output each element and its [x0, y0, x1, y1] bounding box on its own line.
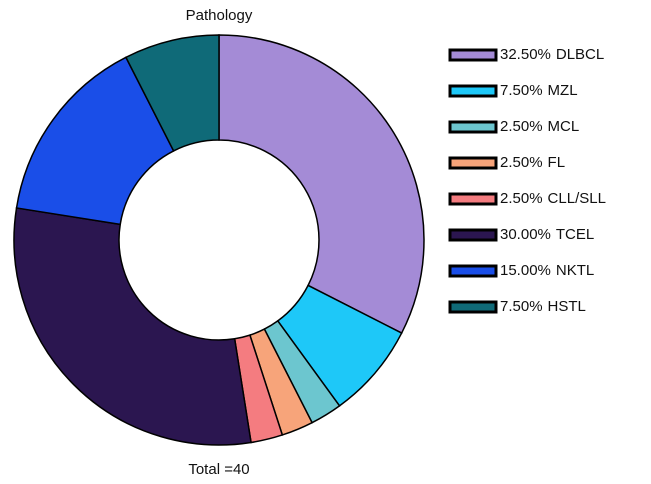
donut-slice: [13, 207, 252, 446]
donut-slice: [218, 34, 425, 335]
legend-value: 32.50%: [500, 46, 551, 63]
legend-value: 7.50%: [500, 298, 543, 315]
legend-label: 30.00% TCEL: [500, 226, 594, 243]
legend-swatch: [448, 120, 498, 134]
donut-slice: [124, 34, 220, 152]
chart-title: Pathology: [186, 7, 253, 24]
legend-swatch: [448, 300, 498, 314]
legend-label: 7.50% MZL: [500, 82, 578, 99]
legend-label: 15.00% NKTL: [500, 262, 594, 279]
legend-name: CLL/SLL: [548, 190, 606, 207]
legend-swatch: [448, 48, 498, 62]
legend-swatch: [448, 156, 498, 170]
total-annotation: Total =40: [188, 461, 249, 478]
legend-name: FL: [548, 154, 566, 171]
legend-name: HSTL: [548, 298, 586, 315]
legend-swatch: [448, 84, 498, 98]
legend-value: 7.50%: [500, 82, 543, 99]
legend-name: MZL: [548, 82, 578, 99]
legend-name: MCL: [548, 118, 580, 135]
legend-value: 30.00%: [500, 226, 551, 243]
donut-slice: [15, 56, 175, 226]
legend-name: NKTL: [556, 262, 594, 279]
legend-value: 2.50%: [500, 118, 543, 135]
legend-label: 2.50% FL: [500, 154, 565, 171]
legend-label: 7.50% HSTL: [500, 298, 586, 315]
legend-label: 32.50% DLBCL: [500, 46, 604, 63]
legend-label: 2.50% CLL/SLL: [500, 190, 606, 207]
legend-swatch: [448, 264, 498, 278]
legend-value: 2.50%: [500, 154, 543, 171]
legend-swatch: [448, 192, 498, 206]
legend-label: 2.50% MCL: [500, 118, 579, 135]
legend-name: TCEL: [556, 226, 594, 243]
legend-value: 15.00%: [500, 262, 551, 279]
legend-name: DLBCL: [556, 46, 604, 63]
legend-value: 2.50%: [500, 190, 543, 207]
legend-swatch: [448, 228, 498, 242]
